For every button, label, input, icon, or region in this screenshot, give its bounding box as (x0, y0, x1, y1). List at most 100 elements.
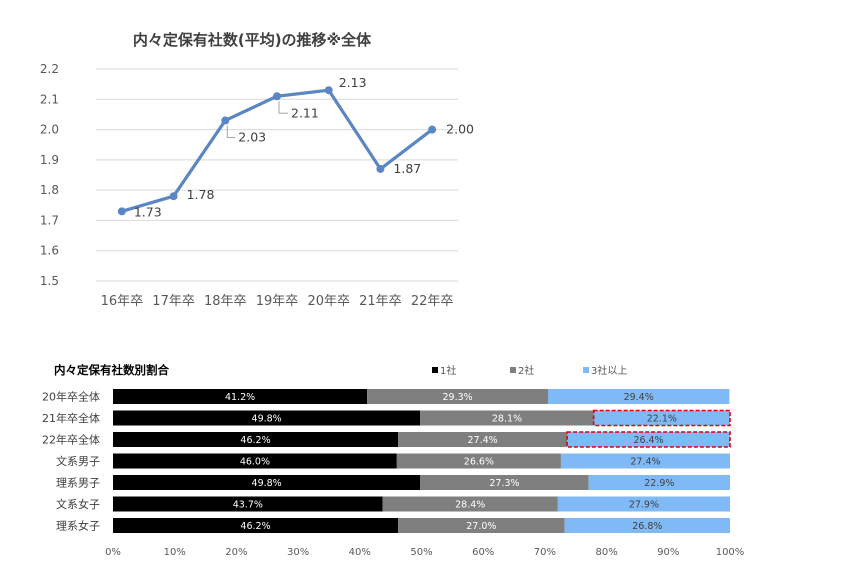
bar-data-label: 26.4% (633, 435, 663, 446)
bar-data-label: 46.2% (240, 521, 270, 532)
x-tick-label: 90% (657, 547, 679, 558)
x-tick-label: 22年卒 (411, 294, 454, 309)
bar-data-label: 49.8% (252, 478, 282, 489)
category-label: 22年卒全体 (42, 433, 100, 447)
bar-chart: 内々定保有社数別割合 1社 2社 3社以上 41.2% 29.3% 29.4% 49.8%… (42, 363, 744, 558)
x-tick-label: 18年卒 (204, 294, 247, 309)
bar-data-label: 26.8% (632, 521, 662, 532)
y-tick-label: 2.2 (40, 62, 59, 76)
x-tick-label: 20% (225, 547, 247, 558)
x-tick-label: 40% (349, 547, 371, 558)
bar-segment (564, 518, 730, 533)
line-chart-gridlines (96, 68, 458, 282)
x-tick-label: 21年卒 (359, 294, 402, 309)
highlight-box (566, 431, 731, 448)
data-label: 2.03 (238, 129, 266, 144)
bar-data-label: 46.2% (240, 435, 270, 446)
x-tick-label: 16年卒 (101, 294, 144, 309)
x-tick-label: 80% (595, 547, 617, 558)
data-label-leader (226, 125, 236, 138)
bar-segment (588, 475, 730, 490)
category-label: 文系女子 (56, 497, 100, 511)
bar-segment (560, 453, 730, 469)
y-tick-label: 1.7 (40, 213, 59, 227)
x-tick-label: 50% (410, 547, 432, 558)
x-tick-label: 100% (716, 547, 745, 558)
bar-data-label: 27.3% (489, 478, 519, 489)
x-tick-label: 10% (164, 547, 186, 558)
bar-data-label: 41.2% (225, 392, 255, 403)
bar-chart-x-axis: 0% 10% 20% 30% 40% 50% 60% 70% 80% 90% 100% (105, 547, 744, 558)
data-point (324, 86, 333, 95)
bar-segment (567, 432, 730, 447)
bar-segment (557, 496, 730, 512)
bar-data-label: 28.4% (455, 500, 485, 511)
highlight-box (592, 409, 731, 427)
data-point (376, 164, 385, 173)
legend-label: 1社 (440, 364, 456, 377)
data-label: 2.13 (339, 75, 367, 90)
line-chart-y-axis: 1.5 1.6 1.7 1.8 1.9 2.0 2.1 2.2 (40, 62, 59, 288)
legend-label: 3社以上 (591, 364, 627, 377)
data-label: 2.11 (291, 105, 319, 120)
bar-segment (113, 453, 397, 469)
line-chart: 内々定保有社数(平均)の推移※全体 1.5 1.6 1.7 1.8 1.9 2.0 2.1 2… (40, 31, 474, 309)
bar-segment (367, 389, 548, 404)
bar-segment (113, 410, 421, 426)
bar-segment (113, 518, 399, 533)
data-label: 1.78 (187, 187, 215, 202)
bar-segment (547, 389, 730, 404)
y-tick-label: 1.6 (40, 244, 59, 258)
bar-segment (113, 432, 399, 447)
bar-segment (398, 432, 568, 447)
bar-segment (113, 475, 421, 490)
y-tick-label: 2.1 (40, 92, 59, 106)
category-label: 理系女子 (56, 519, 100, 533)
bar-data-label: 29.3% (443, 392, 473, 403)
bar-chart-bars: 41.2% 29.3% 29.4% 49.8% 28.1% 22.1% 46.2% 27.4%… (113, 389, 730, 533)
category-label: 21年卒全体 (42, 411, 100, 425)
legend-swatch (583, 367, 589, 373)
data-point (117, 207, 126, 216)
bar-segment (593, 410, 730, 426)
line-chart-x-axis: 16年卒 17年卒 18年卒 19年卒 20年卒 21年卒 22年卒 (101, 294, 454, 309)
data-label-leader (278, 101, 288, 114)
legend-label: 2社 (518, 364, 534, 377)
data-label: 1.73 (134, 204, 162, 219)
data-label: 1.87 (393, 161, 421, 176)
bar-segment (420, 475, 589, 490)
bar-segment (113, 389, 368, 404)
data-point (169, 192, 178, 201)
bar-chart-title: 内々定保有社数別割合 (54, 363, 169, 377)
line-chart-series: 1.73 1.78 2.03 2.11 2.13 1.87 2.00 (117, 75, 474, 219)
bar-segment (113, 496, 383, 512)
bar-data-label: 22.9% (644, 478, 674, 489)
bar-data-label: 27.4% (630, 457, 660, 468)
data-point (221, 116, 230, 125)
bar-segment (382, 496, 558, 512)
data-point (428, 125, 437, 134)
legend-swatch (510, 367, 516, 373)
bar-data-label: 29.4% (624, 392, 654, 403)
x-tick-label: 30% (287, 547, 309, 558)
bar-chart-legend: 1社 2社 3社以上 (432, 364, 627, 377)
category-label: 文系男子 (56, 454, 100, 468)
x-tick-label: 19年卒 (256, 294, 299, 309)
y-tick-label: 1.5 (40, 274, 59, 288)
data-point (273, 92, 281, 101)
bar-data-label: 27.4% (467, 435, 497, 446)
bar-data-label: 22.1% (647, 414, 677, 425)
bar-data-label: 46.0% (240, 457, 270, 468)
category-label: 20年卒全体 (42, 390, 100, 404)
x-tick-label: 20年卒 (307, 294, 350, 309)
legend-swatch (432, 367, 438, 373)
bar-data-label: 49.8% (252, 414, 282, 425)
y-tick-label: 2.0 (40, 123, 59, 137)
bar-data-label: 28.1% (492, 414, 522, 425)
x-tick-label: 0% (105, 547, 121, 558)
line-chart-title: 内々定保有社数(平均)の推移※全体 (133, 31, 372, 49)
bar-data-label: 27.9% (629, 500, 659, 511)
bar-data-label: 43.7% (233, 500, 263, 511)
